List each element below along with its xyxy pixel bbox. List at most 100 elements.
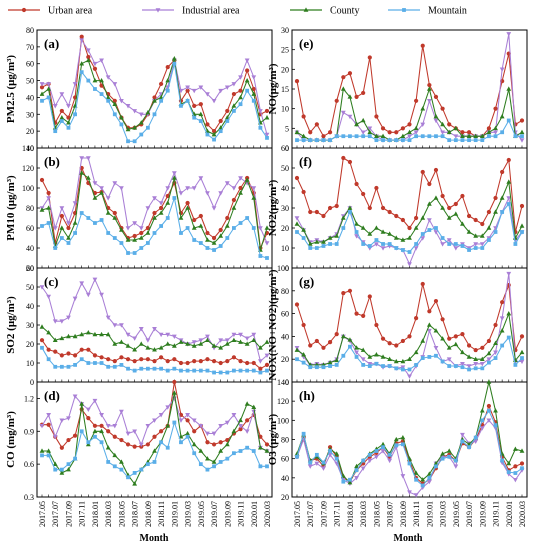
data-point	[499, 195, 505, 200]
panel-frame	[291, 267, 528, 383]
data-point	[171, 390, 177, 395]
data-point	[211, 206, 217, 211]
panel-label: (d)	[44, 388, 60, 403]
data-point	[334, 203, 339, 209]
data-point	[374, 238, 379, 242]
data-point	[72, 394, 78, 399]
data-point	[119, 323, 124, 328]
data-point	[238, 94, 243, 100]
data-point	[211, 442, 217, 447]
data-point	[145, 424, 151, 429]
data-point	[46, 453, 51, 458]
x-tick-label: 2017.05	[38, 501, 47, 527]
data-point	[473, 366, 478, 371]
data-point	[354, 463, 359, 469]
data-point	[407, 122, 412, 127]
data-point	[426, 322, 432, 327]
data-point	[205, 334, 210, 339]
data-point	[400, 442, 405, 447]
data-point	[420, 236, 426, 241]
y-tick-label: 50	[26, 283, 34, 292]
data-point	[125, 332, 131, 338]
data-point	[59, 418, 65, 423]
data-point	[198, 213, 203, 219]
data-point	[321, 213, 326, 219]
data-point	[400, 133, 406, 138]
data-point	[72, 333, 78, 339]
panel-g: 0 20 40 60 80 100 (g) NOX(NO+NO2)(μg/m³)	[267, 264, 528, 387]
data-point	[46, 196, 52, 201]
data-point	[387, 231, 393, 236]
x-tick-label: 2017.11	[78, 501, 87, 527]
data-point	[125, 343, 131, 348]
data-point	[172, 420, 177, 425]
data-point	[224, 420, 230, 426]
data-point	[387, 138, 392, 143]
data-point	[334, 332, 339, 337]
data-point	[413, 225, 419, 230]
data-point	[225, 215, 230, 221]
data-point	[251, 86, 256, 92]
data-point	[106, 231, 111, 235]
data-point	[139, 357, 144, 362]
data-point	[158, 210, 164, 215]
data-point	[413, 130, 419, 135]
data-point	[407, 356, 412, 361]
data-point	[434, 134, 438, 139]
y-tick-label: 10	[281, 244, 289, 253]
legend-label: Urban area	[48, 6, 93, 17]
data-point	[407, 461, 412, 466]
data-point	[244, 429, 250, 434]
y-axis-label: CO (mg/m³)	[5, 411, 17, 468]
data-point	[251, 332, 257, 338]
data-point	[159, 366, 164, 371]
data-point	[493, 423, 498, 428]
data-point	[480, 418, 485, 423]
data-point	[119, 339, 124, 344]
series-urban-area	[294, 403, 525, 486]
data-point	[387, 242, 392, 246]
data-point	[185, 85, 190, 90]
y-tick-label: 80	[26, 26, 34, 35]
data-point	[347, 480, 353, 485]
data-point	[294, 302, 300, 307]
data-point	[307, 241, 313, 246]
data-point	[294, 79, 300, 84]
data-point	[138, 120, 144, 125]
data-point	[257, 359, 263, 364]
panel-label: (h)	[299, 388, 315, 403]
data-point	[198, 102, 203, 107]
data-point	[394, 138, 399, 143]
data-point	[119, 355, 124, 360]
data-point	[400, 338, 405, 344]
y-tick-label: 70	[26, 43, 34, 52]
data-point	[479, 233, 485, 238]
data-point	[52, 226, 58, 231]
data-point	[92, 398, 98, 404]
data-point	[426, 99, 432, 104]
data-point	[171, 56, 177, 61]
data-point	[53, 467, 58, 472]
data-point	[192, 359, 197, 364]
data-point	[79, 281, 85, 286]
data-point	[225, 119, 230, 123]
data-point	[152, 215, 157, 220]
data-point	[119, 363, 124, 367]
data-point	[265, 256, 269, 260]
data-point	[99, 413, 104, 418]
data-point	[381, 242, 385, 246]
data-point	[400, 474, 406, 479]
x-tick-label: 2019.03	[184, 501, 193, 527]
y-tick-label: 60	[281, 144, 289, 153]
y-tick-label: 60	[281, 310, 289, 319]
data-point	[179, 103, 183, 108]
data-point	[212, 370, 216, 375]
data-point	[321, 244, 326, 248]
data-point	[72, 296, 78, 301]
data-point	[387, 364, 392, 368]
data-point	[79, 38, 85, 43]
data-point	[367, 129, 373, 135]
data-point	[185, 360, 190, 366]
data-point	[427, 82, 432, 88]
data-point	[126, 366, 130, 371]
